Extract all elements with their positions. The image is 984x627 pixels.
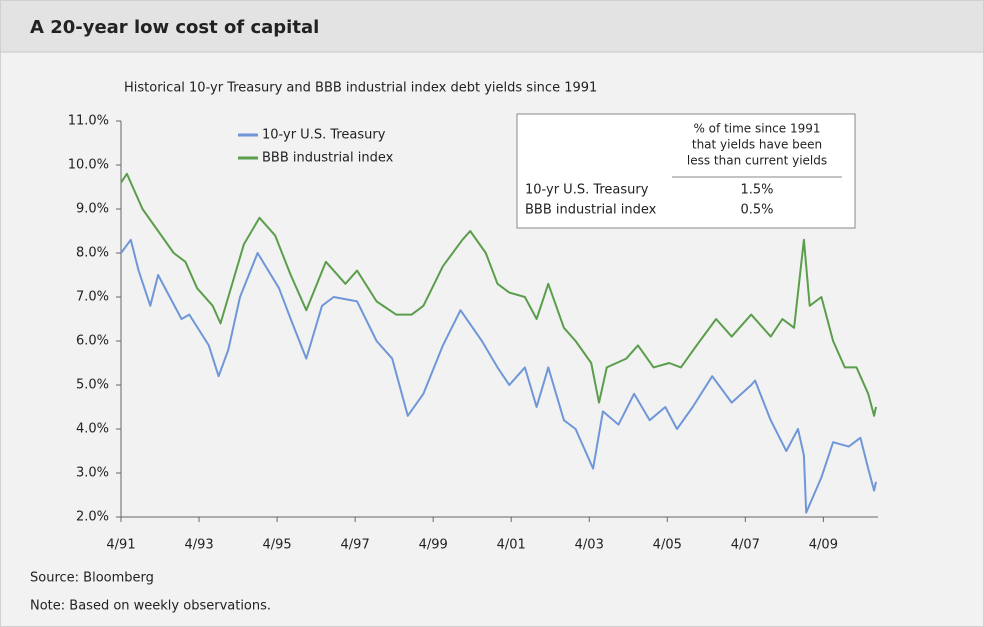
- y-tick-label: 11.0%: [68, 114, 109, 129]
- source: Source: Bloomberg: [30, 571, 154, 586]
- x-tick-label: 4/95: [262, 538, 291, 553]
- note: Note: Based on weekly observations.: [30, 599, 271, 614]
- y-tick-label: 8.0%: [76, 246, 109, 261]
- y-tick-label: 10.0%: [68, 158, 109, 173]
- x-tick-label: 4/97: [341, 538, 370, 553]
- inset-row-value: 0.5%: [740, 203, 773, 218]
- y-tick-label: 6.0%: [76, 334, 109, 349]
- inset-box: [516, 113, 856, 229]
- x-tick-label: 4/99: [419, 538, 448, 553]
- series-line: [120, 172, 877, 417]
- y-tick-label: 5.0%: [76, 378, 109, 393]
- x-tick-label: 4/05: [653, 538, 682, 553]
- y-tick-label: 2.0%: [76, 510, 109, 525]
- x-tick-label: 4/01: [497, 538, 526, 553]
- inset-row-value: 1.5%: [740, 183, 773, 198]
- inset-header: % of time since 1991: [693, 122, 820, 136]
- y-tick-label: 7.0%: [76, 290, 109, 305]
- y-tick-label: 9.0%: [76, 202, 109, 217]
- inset-table: % of time since 1991 that yields have bee…: [516, 113, 856, 229]
- inset-header: that yields have been: [692, 138, 822, 152]
- card-title: A 20-year low cost of capital: [30, 17, 319, 38]
- y-tick-label: 4.0%: [76, 422, 109, 437]
- inset-row-label: 10-yr U.S. Treasury: [525, 183, 649, 198]
- x-tick-label: 4/07: [731, 538, 760, 553]
- x-tick-label: 4/91: [106, 538, 135, 553]
- inset-header: less than current yields: [687, 154, 827, 168]
- legend-label: 10-yr U.S. Treasury: [262, 128, 386, 143]
- x-tick-label: 4/09: [809, 538, 838, 553]
- y-tick-label: 3.0%: [76, 466, 109, 481]
- x-tick-label: 4/93: [184, 538, 213, 553]
- card-header: [0, 0, 984, 52]
- legend-label: BBB industrial index: [262, 151, 394, 166]
- series-line: [120, 238, 877, 514]
- chart-subtitle: Historical 10-yr Treasury and BBB indust…: [124, 81, 597, 96]
- inset-row-label: BBB industrial index: [525, 203, 657, 218]
- x-tick-label: 4/03: [575, 538, 604, 553]
